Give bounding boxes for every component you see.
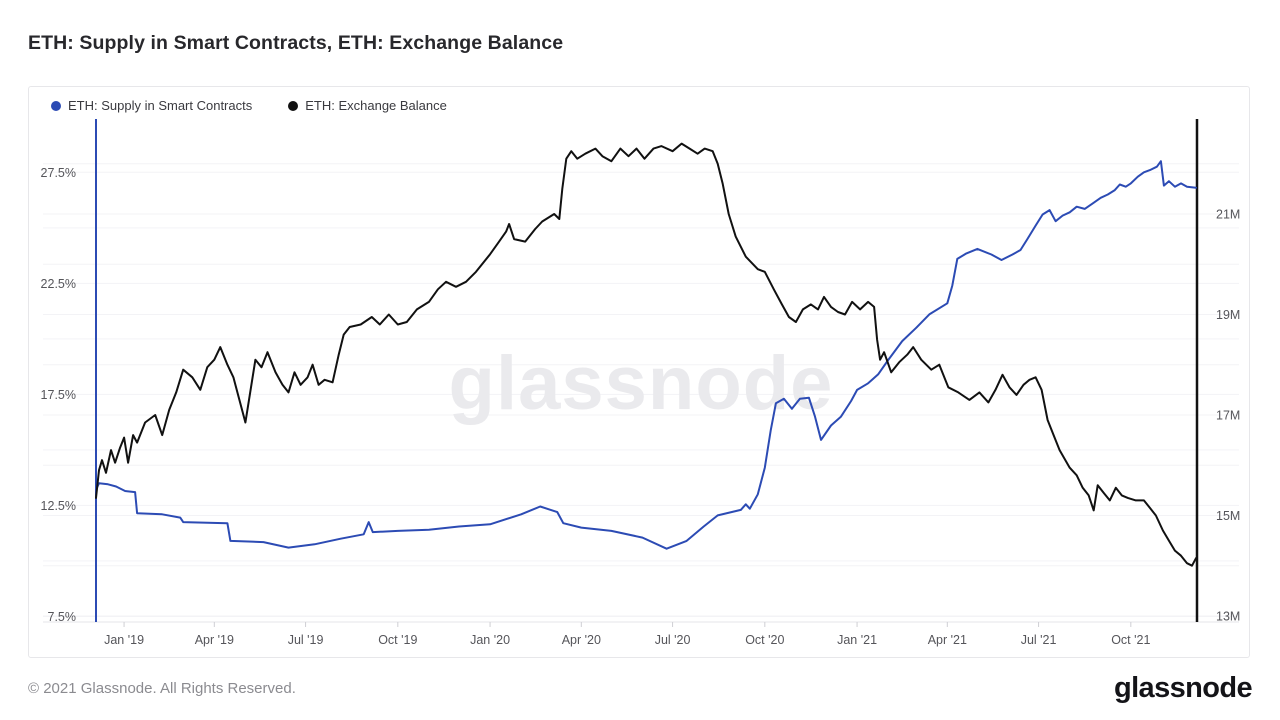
x-axis-label: Jul '19 <box>288 633 324 647</box>
x-axis-label: Jan '19 <box>104 633 144 647</box>
footer: © 2021 Glassnode. All Rights Reserved. g… <box>0 672 1280 712</box>
y-axis-left-label: 27.5% <box>41 166 76 180</box>
page-title: ETH: Supply in Smart Contracts, ETH: Exc… <box>28 32 564 54</box>
line-eth-supply-in-smart-contracts <box>95 160 1197 550</box>
legend-dot-icon <box>288 100 299 111</box>
x-axis-label: Apr '21 <box>928 633 967 647</box>
glassnode-logo[interactable]: glassnode <box>1113 672 1253 704</box>
x-axis-label: Jul '20 <box>655 633 691 647</box>
x-axis-label: Oct '19 <box>378 633 417 647</box>
legend-label: ETH: Supply in Smart Contracts <box>68 98 253 113</box>
legend-dot-icon <box>51 100 61 111</box>
x-axis-label: Oct '20 <box>745 633 784 647</box>
y-axis-left-label: 22.5% <box>41 277 76 291</box>
y-axis-right-label: 21M <box>1216 207 1240 221</box>
x-axis-label: Jan '20 <box>470 633 510 647</box>
y-axis-left-label: 12.5% <box>41 499 76 513</box>
chart-card: glassnode Jan '19 Apr '19 Jul '19 Oct '19 Jan… <box>28 86 1250 658</box>
y-axis-right-label: 15M <box>1216 509 1240 523</box>
legend-item-exchange-balance[interactable]: ETH: Exchange Balance <box>288 98 447 113</box>
x-axis-label: Apr '20 <box>562 633 601 647</box>
line-eth-exchange-balance <box>95 142 1197 567</box>
x-axis-label: Apr '19 <box>195 633 234 647</box>
legend: ETH: Supply in Smart Contracts ETH: Exch… <box>51 98 447 113</box>
x-axis-label: Oct '21 <box>1111 633 1150 647</box>
chart-canvas[interactable]: glassnode Jan '19 Apr '19 Jul '19 Oct '19 Jan… <box>29 87 1251 659</box>
legend-label: ETH: Exchange Balance <box>305 98 447 113</box>
x-axis-label: Jan '21 <box>837 633 877 647</box>
copyright-text: © 2021 Glassnode. All Rights Reserved. <box>28 680 296 697</box>
legend-item-supply-in-smart-contracts[interactable]: ETH: Supply in Smart Contracts <box>51 98 252 113</box>
y-axis-right-label: 19M <box>1216 308 1240 322</box>
watermark-glassnode: glassnode <box>449 341 834 426</box>
y-axis-left-label: 7.5% <box>48 610 77 624</box>
y-axis-left-label: 17.5% <box>41 388 76 402</box>
y-axis-right-label: 17M <box>1216 408 1240 422</box>
x-axis-label: Jul '21 <box>1021 633 1057 647</box>
y-axis-right-label: 13M <box>1216 609 1240 623</box>
